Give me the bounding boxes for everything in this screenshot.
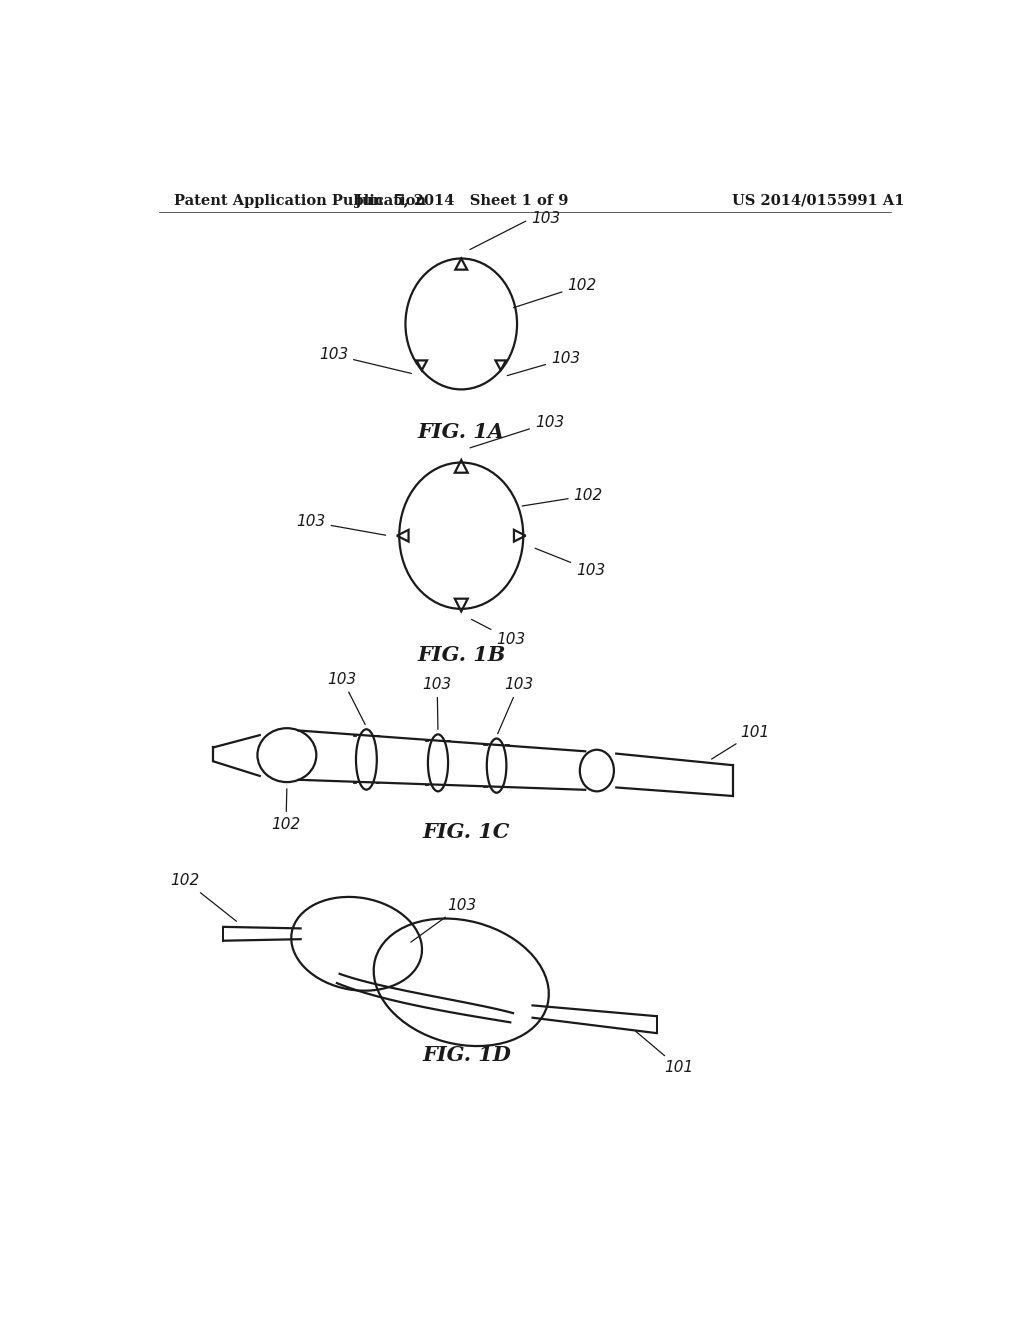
Text: FIG. 1D: FIG. 1D (423, 1045, 511, 1065)
Text: 103: 103 (423, 677, 452, 729)
Text: 103: 103 (328, 672, 366, 725)
Text: 103: 103 (470, 414, 564, 447)
Text: 103: 103 (296, 515, 386, 535)
Text: 103: 103 (470, 211, 560, 249)
Text: 102: 102 (513, 279, 597, 308)
Text: Jun. 5, 2014   Sheet 1 of 9: Jun. 5, 2014 Sheet 1 of 9 (354, 194, 568, 207)
Text: 103: 103 (411, 898, 476, 942)
Text: 102: 102 (271, 789, 301, 832)
Text: Patent Application Publication: Patent Application Publication (174, 194, 427, 207)
Text: 101: 101 (636, 1031, 693, 1076)
Text: FIG. 1A: FIG. 1A (418, 422, 505, 442)
Text: 103: 103 (507, 351, 581, 376)
Text: 101: 101 (712, 725, 769, 759)
Text: 103: 103 (498, 677, 534, 734)
Text: 102: 102 (522, 488, 603, 506)
Text: 103: 103 (536, 548, 605, 578)
Text: FIG. 1C: FIG. 1C (423, 822, 510, 842)
Text: US 2014/0155991 A1: US 2014/0155991 A1 (732, 194, 905, 207)
Text: 102: 102 (171, 873, 237, 921)
Text: FIG. 1B: FIG. 1B (417, 645, 506, 665)
Text: 103: 103 (471, 619, 525, 647)
Text: 103: 103 (318, 347, 412, 374)
